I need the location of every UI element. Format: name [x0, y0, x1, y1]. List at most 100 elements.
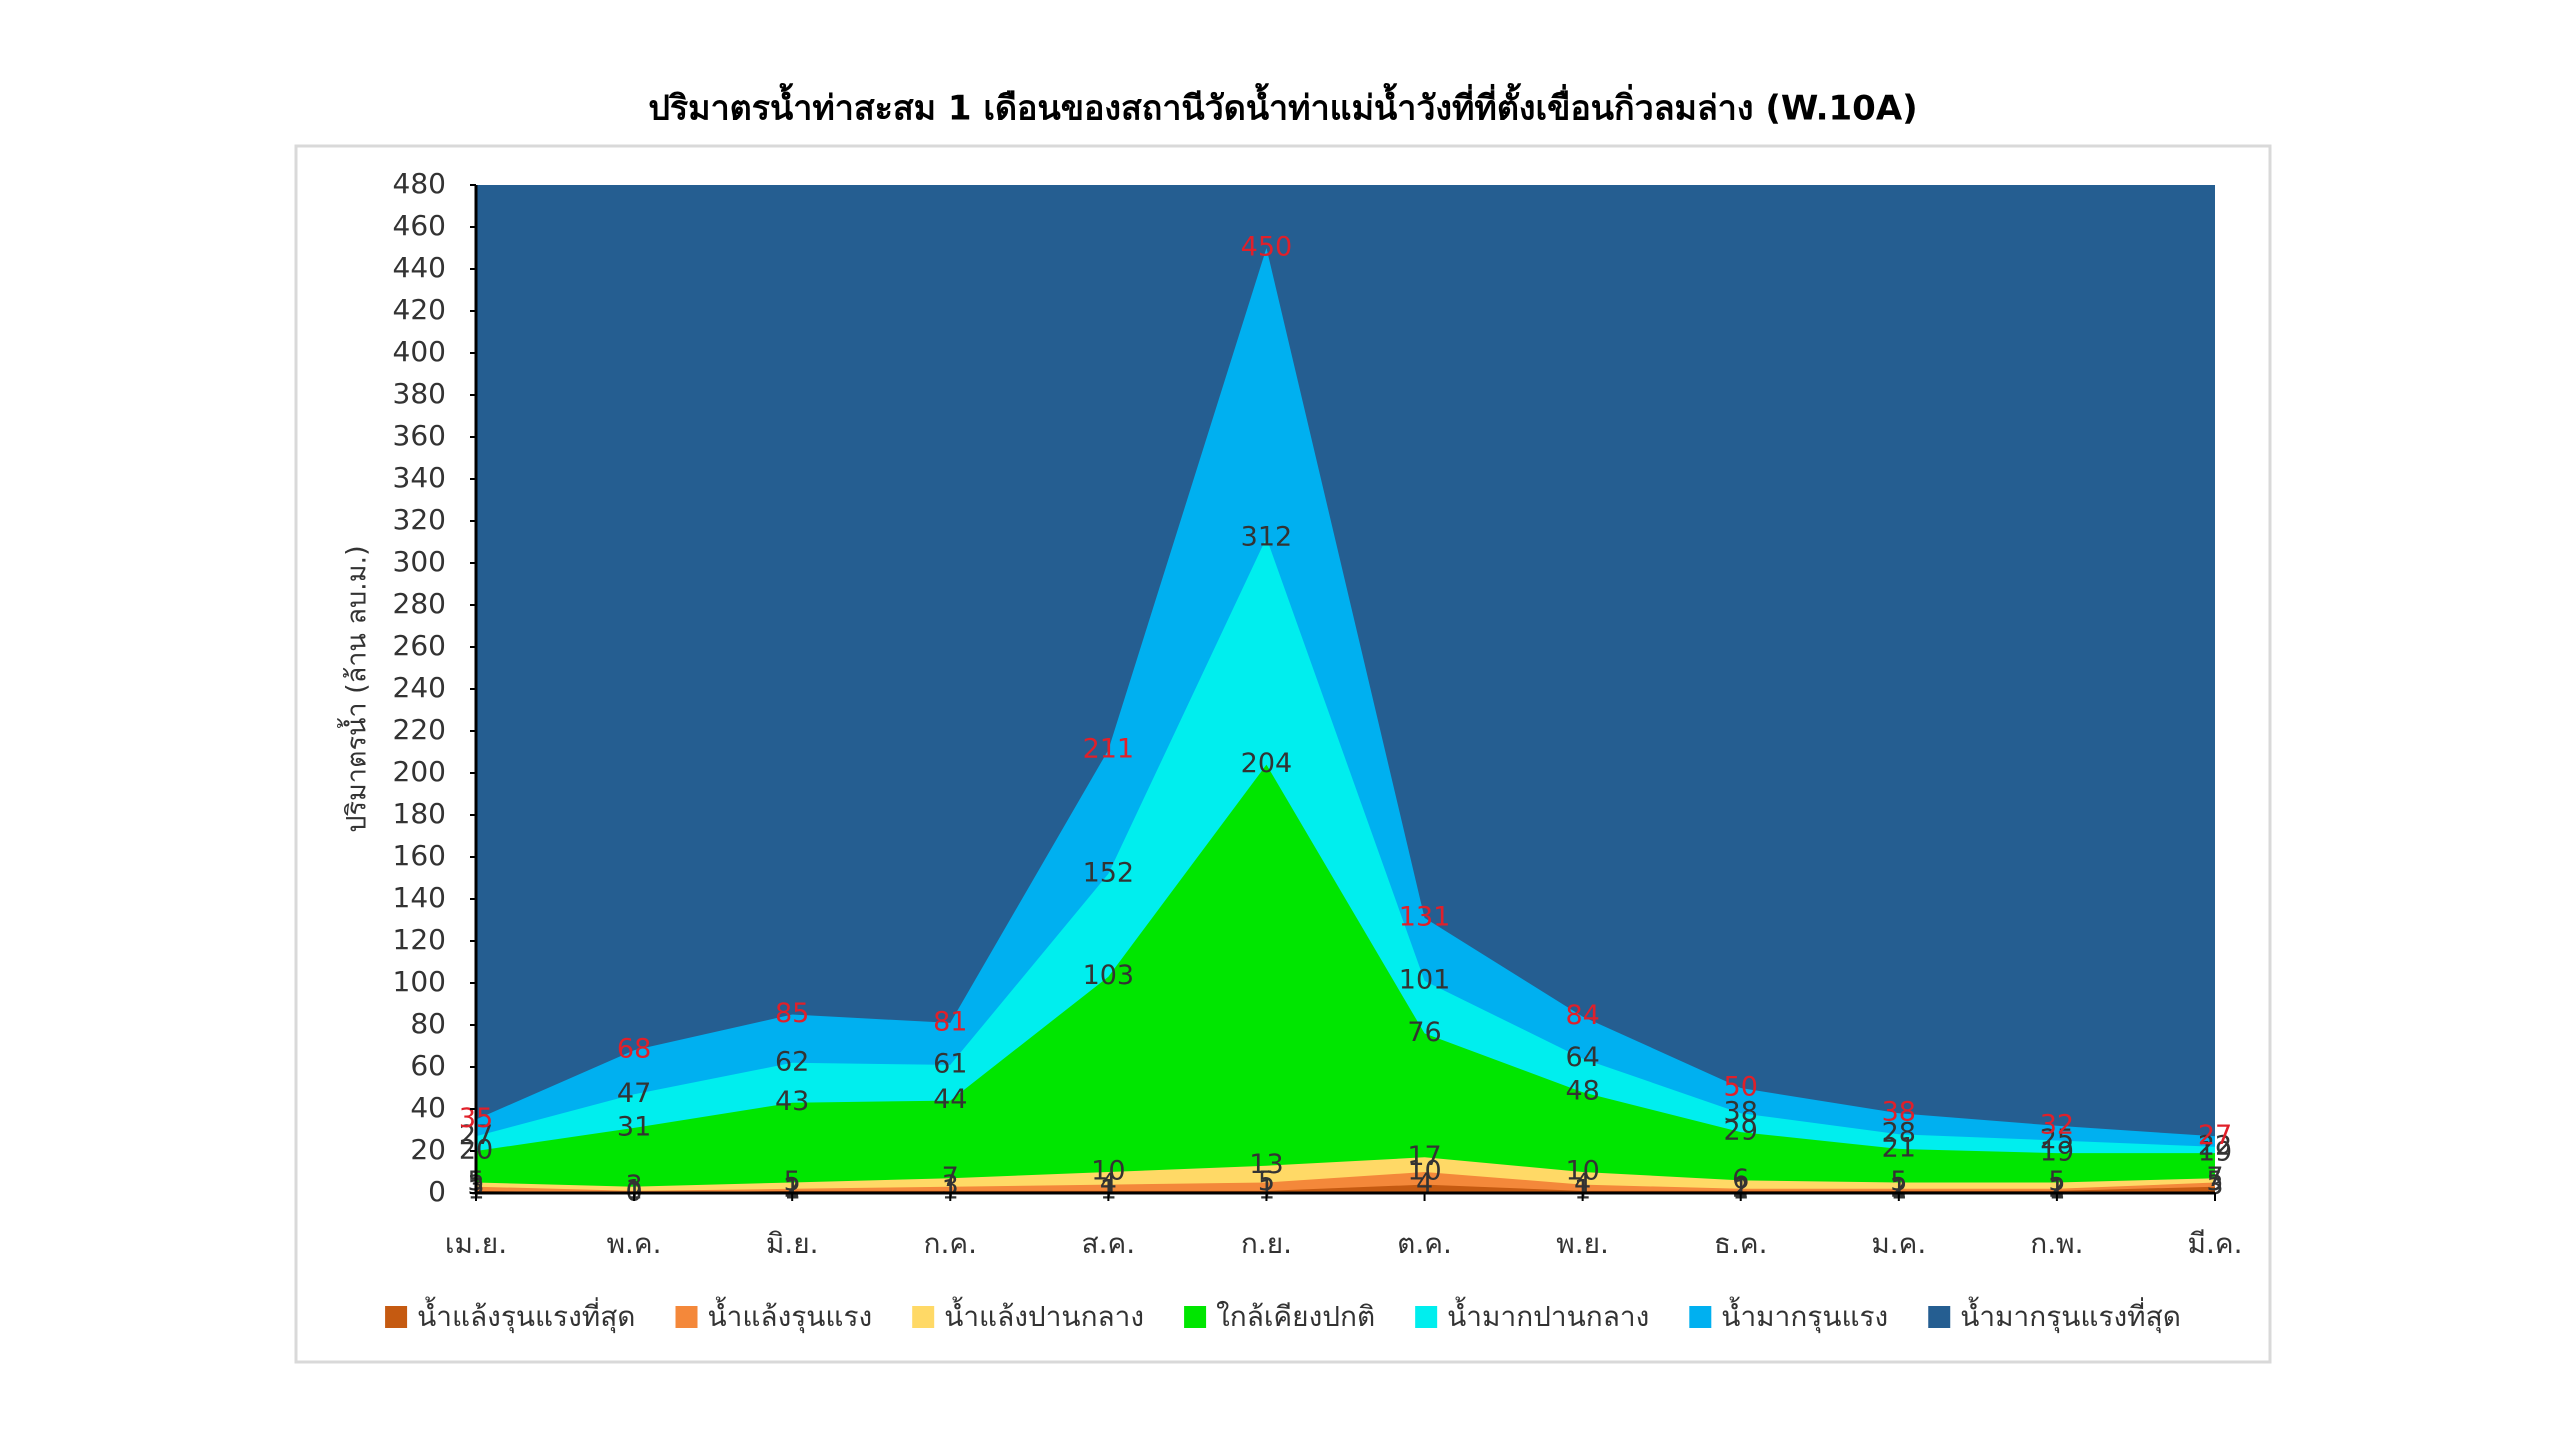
data-label: 38 [1882, 1097, 1916, 1128]
y-tick-label: 440 [393, 251, 446, 284]
data-label: 4 [1100, 1168, 1117, 1199]
data-label: 1 [1890, 1174, 1907, 1205]
y-axis-title: ปริมาตรน้ำ (ล้าน ลบ.ม.) [337, 545, 373, 832]
data-label: 204 [1241, 748, 1293, 779]
data-label: 4 [1416, 1168, 1433, 1199]
data-label: 152 [1083, 857, 1135, 888]
data-label: 1 [625, 1174, 642, 1205]
y-tick-label: 140 [393, 881, 446, 914]
x-tick-label: ก.ค. [924, 1227, 977, 1260]
data-label: 6 [1732, 1164, 1749, 1195]
data-label: 22 [2198, 1130, 2232, 1161]
data-label: 38 [1724, 1097, 1758, 1128]
data-label: 5 [784, 1166, 801, 1197]
legend-label: ใกล้เคียงปกติ [1216, 1300, 1375, 1333]
data-label: 2 [784, 1172, 801, 1203]
legend-label: น้ำแล้งรุนแรง [708, 1296, 873, 1334]
y-tick-label: 180 [393, 797, 446, 830]
data-label: 5 [2206, 1166, 2223, 1197]
data-label: 19 [2040, 1137, 2074, 1168]
data-label: 85 [775, 998, 809, 1029]
data-label: 32 [2040, 1109, 2074, 1140]
data-label: 27 [2198, 1120, 2232, 1151]
x-tick-label: ธ.ค. [1714, 1227, 1768, 1260]
y-tick-label: 160 [393, 839, 446, 872]
data-label: 25 [2040, 1124, 2074, 1155]
data-label: 28 [1882, 1118, 1916, 1149]
y-tick-label: 60 [410, 1049, 446, 1082]
y-tick-label: 120 [393, 923, 446, 956]
data-label: 5 [1890, 1166, 1907, 1197]
data-label: 10 [1565, 1156, 1599, 1187]
y-tick-label: 220 [393, 713, 446, 746]
data-label: 84 [1565, 1000, 1599, 1031]
data-label: 64 [1565, 1042, 1599, 1073]
y-tick-label: 100 [393, 965, 446, 998]
y-tick-label: 0 [428, 1175, 446, 1208]
data-label: 47 [617, 1078, 651, 1109]
legend-swatch [1415, 1306, 1438, 1328]
data-label: 1 [1258, 1174, 1275, 1205]
data-label: 44 [933, 1084, 967, 1115]
y-tick-label: 400 [393, 335, 446, 368]
data-label: 68 [617, 1034, 651, 1065]
legend-label: น้ำแล้งปานกลาง [944, 1296, 1144, 1333]
chart-title: ปริมาตรน้ำท่าสะสม 1 เดือนของสถานีวัดน้ำท… [648, 83, 1917, 129]
data-label: 1 [1100, 1174, 1117, 1205]
data-label: 1 [1732, 1174, 1749, 1205]
legend-swatch [1184, 1306, 1207, 1328]
x-tick-label: ก.ย. [1241, 1227, 1292, 1260]
data-label: 2 [2048, 1172, 2065, 1203]
legend-swatch [912, 1306, 935, 1328]
data-label: 2 [1890, 1172, 1907, 1203]
y-tick-label: 300 [393, 545, 446, 578]
data-label: 31 [617, 1111, 651, 1142]
data-label: 1 [1574, 1174, 1591, 1205]
data-label: 1 [784, 1174, 801, 1205]
legend-label: น้ำมากรุนแรง [1721, 1296, 1888, 1334]
y-tick-label: 320 [393, 503, 446, 536]
data-label: 48 [1565, 1076, 1599, 1107]
legend-label: น้ำมากรุนแรงที่สุด [1960, 1296, 2181, 1334]
legend-label: น้ำมากปานกลาง [1447, 1296, 1649, 1333]
data-label: 81 [933, 1006, 967, 1037]
legend-label: น้ำแล้งรุนแรงที่สุด [417, 1296, 635, 1334]
data-label: 5 [2048, 1166, 2065, 1197]
data-label: 1 [942, 1174, 959, 1205]
x-tick-label: ส.ค. [1082, 1227, 1136, 1260]
data-label: 19 [2198, 1137, 2232, 1168]
y-tick-label: 460 [393, 209, 446, 242]
area [476, 537, 2215, 1193]
y-tick-label: 240 [393, 671, 446, 704]
x-tick-label: มิ.ย. [766, 1227, 819, 1260]
x-tick-label: ก.พ. [2030, 1227, 2083, 1260]
x-tick-label: พ.ค. [607, 1227, 662, 1260]
data-label: 5 [1258, 1166, 1275, 1197]
data-label: 101 [1399, 964, 1451, 995]
data-label: 312 [1241, 521, 1293, 552]
y-tick-label: 340 [393, 461, 446, 494]
x-tick-label: ต.ค. [1397, 1227, 1452, 1260]
area [476, 1172, 2215, 1193]
y-tick-label: 200 [393, 755, 446, 788]
y-tick-label: 280 [393, 587, 446, 620]
y-tick-label: 80 [410, 1007, 446, 1040]
data-label: 29 [1724, 1116, 1758, 1147]
data-label: 62 [775, 1046, 809, 1077]
data-label: 2 [1732, 1172, 1749, 1203]
data-label: 103 [1083, 960, 1135, 991]
data-label: 7 [2206, 1162, 2223, 1193]
y-tick-label: 480 [393, 167, 446, 200]
data-label: 61 [933, 1048, 967, 1079]
data-label: 10 [1091, 1156, 1125, 1187]
data-label: 450 [1241, 232, 1293, 263]
data-label: 50 [1724, 1072, 1758, 1103]
y-tick-label: 20 [410, 1133, 446, 1166]
y-tick-label: 260 [393, 629, 446, 662]
y-tick-label: 40 [410, 1091, 446, 1124]
data-label: 10 [1407, 1156, 1441, 1187]
data-label: 21 [1882, 1132, 1916, 1163]
y-tick-label: 420 [393, 293, 446, 326]
data-label: 13 [1249, 1149, 1283, 1180]
data-label: 4 [1574, 1168, 1591, 1199]
